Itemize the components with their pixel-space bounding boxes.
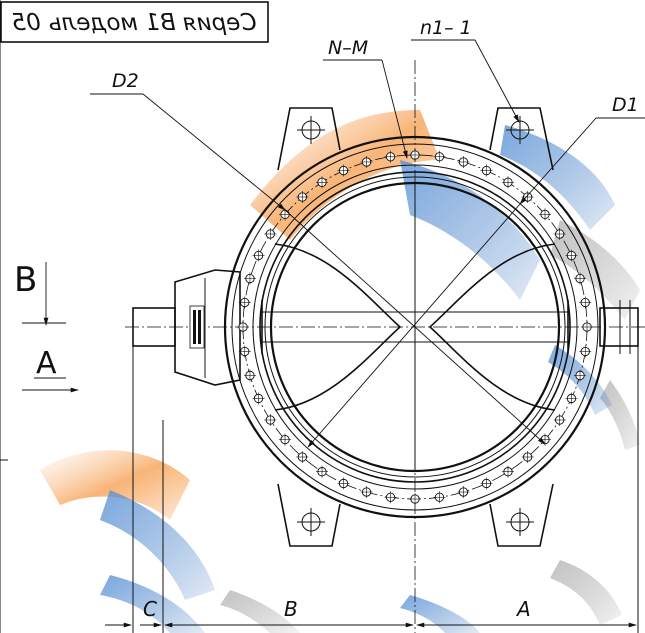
label-d1: D1 [612, 94, 639, 116]
label-n1: n1– 1 [420, 17, 472, 39]
diameter-leaders [90, 93, 645, 448]
mounting-lugs [277, 107, 554, 547]
callout-leaders [323, 39, 520, 159]
label-view-a: A [36, 346, 57, 381]
left-shaft [132, 269, 241, 386]
label-nm: N–M [328, 37, 368, 59]
watermark [40, 110, 640, 633]
label-dim-b: B [284, 597, 298, 621]
label-d2: D2 [112, 70, 139, 92]
right-shaft [599, 300, 639, 354]
label-view-b: B [14, 260, 37, 300]
bolt-holes [237, 149, 593, 505]
sheet-frame [0, 0, 8, 633]
label-dim-c: C [143, 597, 157, 621]
label-dim-a: A [515, 597, 531, 621]
title-text: Серия В1 модель 05 [12, 10, 257, 36]
view-markers [22, 262, 79, 393]
bottom-dimensions [105, 346, 639, 633]
title-box: Серия В1 модель 05 [0, 1, 269, 43]
